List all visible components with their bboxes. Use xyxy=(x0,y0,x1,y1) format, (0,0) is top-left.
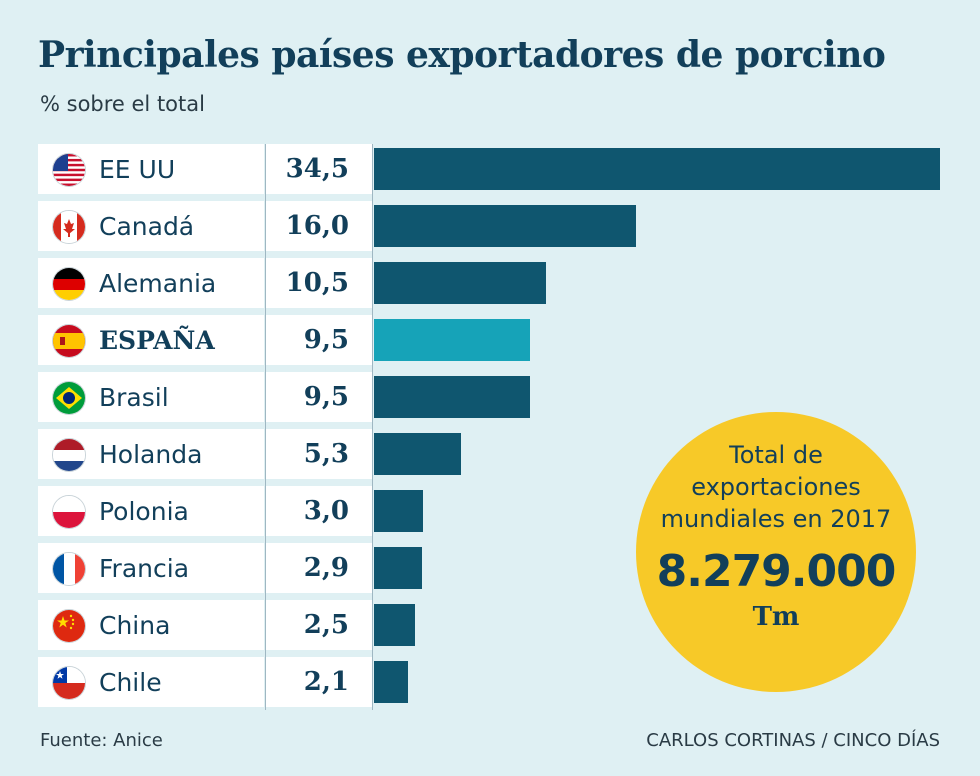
table-row: EE UU 34,5 xyxy=(38,144,373,194)
table-row: Francia 2,9 xyxy=(38,543,373,593)
country-label: Brasil xyxy=(99,383,169,412)
bar-axis-line xyxy=(372,144,373,710)
china-flag-icon xyxy=(52,609,86,643)
credit-note: CARLOS CORTINAS / CINCO DÍAS xyxy=(646,730,940,751)
value-cell: 16,0 xyxy=(266,201,373,251)
bar-brasil xyxy=(374,376,530,418)
bar-francia xyxy=(374,547,422,589)
value-cell: 9,5 xyxy=(266,315,373,365)
table-row: Canadá 16,0 xyxy=(38,201,373,251)
value-label: 2,5 xyxy=(303,610,349,640)
value-cell: 3,0 xyxy=(266,486,373,536)
callout-value: 8.279.000 xyxy=(656,546,897,597)
country-cell: Francia xyxy=(38,543,264,593)
value-cell: 2,9 xyxy=(266,543,373,593)
country-cell: Canadá xyxy=(38,201,264,251)
value-cell: 34,5 xyxy=(266,144,373,194)
country-cell: Holanda xyxy=(38,429,264,479)
value-label: 16,0 xyxy=(285,211,349,241)
brazil-flag-icon xyxy=(52,381,86,415)
value-label: 34,5 xyxy=(285,154,349,184)
value-label: 9,5 xyxy=(303,382,349,412)
country-label: Holanda xyxy=(99,440,203,469)
bar-chile xyxy=(374,661,408,703)
bar-españa xyxy=(374,319,530,361)
country-label: Francia xyxy=(99,554,190,583)
country-label: Polonia xyxy=(99,497,189,526)
country-label: Alemania xyxy=(99,269,217,298)
country-label: Chile xyxy=(99,668,162,697)
country-cell: China xyxy=(38,600,264,650)
spain-flag-icon xyxy=(52,324,86,358)
value-cell: 9,5 xyxy=(266,372,373,422)
table-row: Alemania 10,5 xyxy=(38,258,373,308)
bar-ee-uu xyxy=(374,148,940,190)
table-row: ESPAÑA 9,5 xyxy=(38,315,373,365)
bar-china xyxy=(374,604,415,646)
table-row: China 2,5 xyxy=(38,600,373,650)
bar-polonia xyxy=(374,490,423,532)
callout-line-2: exportaciones xyxy=(691,473,861,501)
chile-flag-icon xyxy=(52,666,86,700)
source-note: Fuente: Anice xyxy=(40,730,163,751)
table-row: Holanda 5,3 xyxy=(38,429,373,479)
value-label: 2,9 xyxy=(303,553,349,583)
country-cell: EE UU xyxy=(38,144,264,194)
chart-title: Principales países exportadores de porci… xyxy=(38,34,886,76)
value-cell: 2,1 xyxy=(266,657,373,707)
canada-flag-icon xyxy=(52,210,86,244)
country-cell: ESPAÑA xyxy=(38,315,264,365)
value-cell: 2,5 xyxy=(266,600,373,650)
value-label: 5,3 xyxy=(303,439,349,469)
netherlands-flag-icon xyxy=(52,438,86,472)
value-cell: 5,3 xyxy=(266,429,373,479)
callout-line-3: mundiales en 2017 xyxy=(660,505,892,533)
bar-holanda xyxy=(374,433,461,475)
country-cell: Alemania xyxy=(38,258,264,308)
chart-subtitle: % sobre el total xyxy=(40,92,205,116)
country-cell: Chile xyxy=(38,657,264,707)
france-flag-icon xyxy=(52,552,86,586)
bar-canadá xyxy=(374,205,636,247)
table-row: Polonia 3,0 xyxy=(38,486,373,536)
country-cell: Brasil xyxy=(38,372,264,422)
column-divider xyxy=(265,144,266,710)
callout-line-1: Total de xyxy=(729,441,823,469)
table-row: Chile 2,1 xyxy=(38,657,373,707)
value-label: 10,5 xyxy=(285,268,349,298)
value-cell: 10,5 xyxy=(266,258,373,308)
table-row: Brasil 9,5 xyxy=(38,372,373,422)
country-label: China xyxy=(99,611,171,640)
country-cell: Polonia xyxy=(38,486,264,536)
usa-flag-icon xyxy=(52,153,86,187)
country-label: EE UU xyxy=(99,155,176,184)
value-label: 3,0 xyxy=(303,496,349,526)
poland-flag-icon xyxy=(52,495,86,529)
country-label: ESPAÑA xyxy=(99,326,215,355)
value-label: 2,1 xyxy=(303,667,349,697)
value-label: 9,5 xyxy=(303,325,349,355)
callout-unit: Tm xyxy=(752,602,800,632)
total-callout: Total de exportaciones mundiales en 2017… xyxy=(636,412,916,692)
bar-alemania xyxy=(374,262,546,304)
country-label: Canadá xyxy=(99,212,195,241)
germany-flag-icon xyxy=(52,267,86,301)
